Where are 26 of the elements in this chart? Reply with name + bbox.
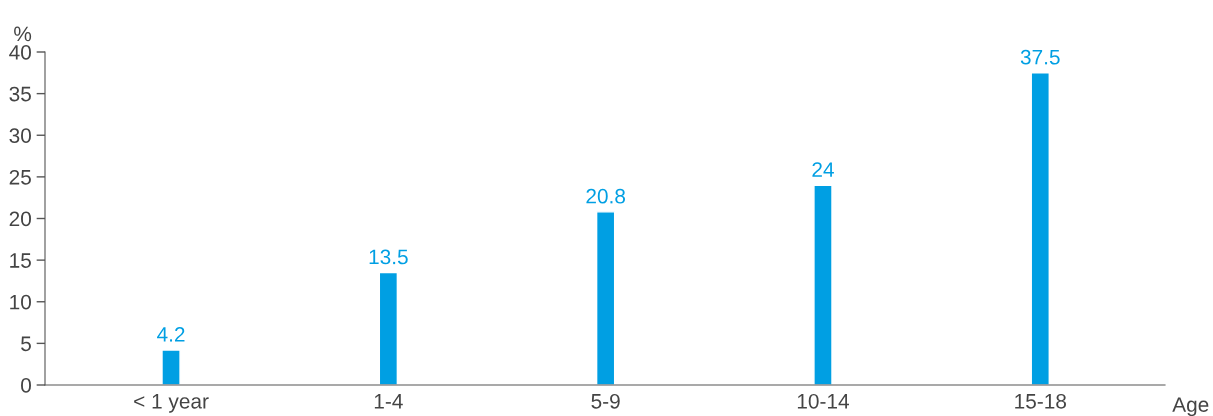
- y-tick-label: 20: [9, 211, 31, 227]
- y-tick-label: 25: [9, 169, 31, 185]
- bar: [1030, 72, 1050, 385]
- bar: [813, 184, 833, 385]
- y-tick-label: 5: [21, 336, 31, 352]
- x-tick-label: 10-14: [797, 393, 849, 409]
- y-tick-label: 30: [9, 128, 31, 143]
- data-label: 13.5: [369, 249, 408, 265]
- x-tick-label: < 1 year: [134, 394, 209, 413]
- y-tick-label: 10: [10, 294, 31, 310]
- x-tick-label: 15-18: [1015, 393, 1066, 409]
- bar: [595, 211, 616, 385]
- bar: [161, 349, 181, 385]
- y-tick-label: 15: [10, 253, 31, 268]
- x-tick-label: 1-4: [374, 394, 403, 409]
- x-tick-label: 5-9: [591, 393, 620, 409]
- data-label: 20.8: [586, 188, 626, 204]
- y-tick-label: 0: [21, 378, 31, 393]
- y-tick-label: 40: [9, 45, 31, 60]
- data-label: 37.5: [1020, 49, 1060, 65]
- y-axis-title: %: [14, 26, 32, 42]
- data-label: 24: [812, 162, 834, 177]
- x-axis-title: Age: [1172, 397, 1209, 416]
- y-tick-label: 35: [9, 86, 31, 102]
- bar: [378, 271, 399, 385]
- data-label: 4.2: [157, 327, 185, 342]
